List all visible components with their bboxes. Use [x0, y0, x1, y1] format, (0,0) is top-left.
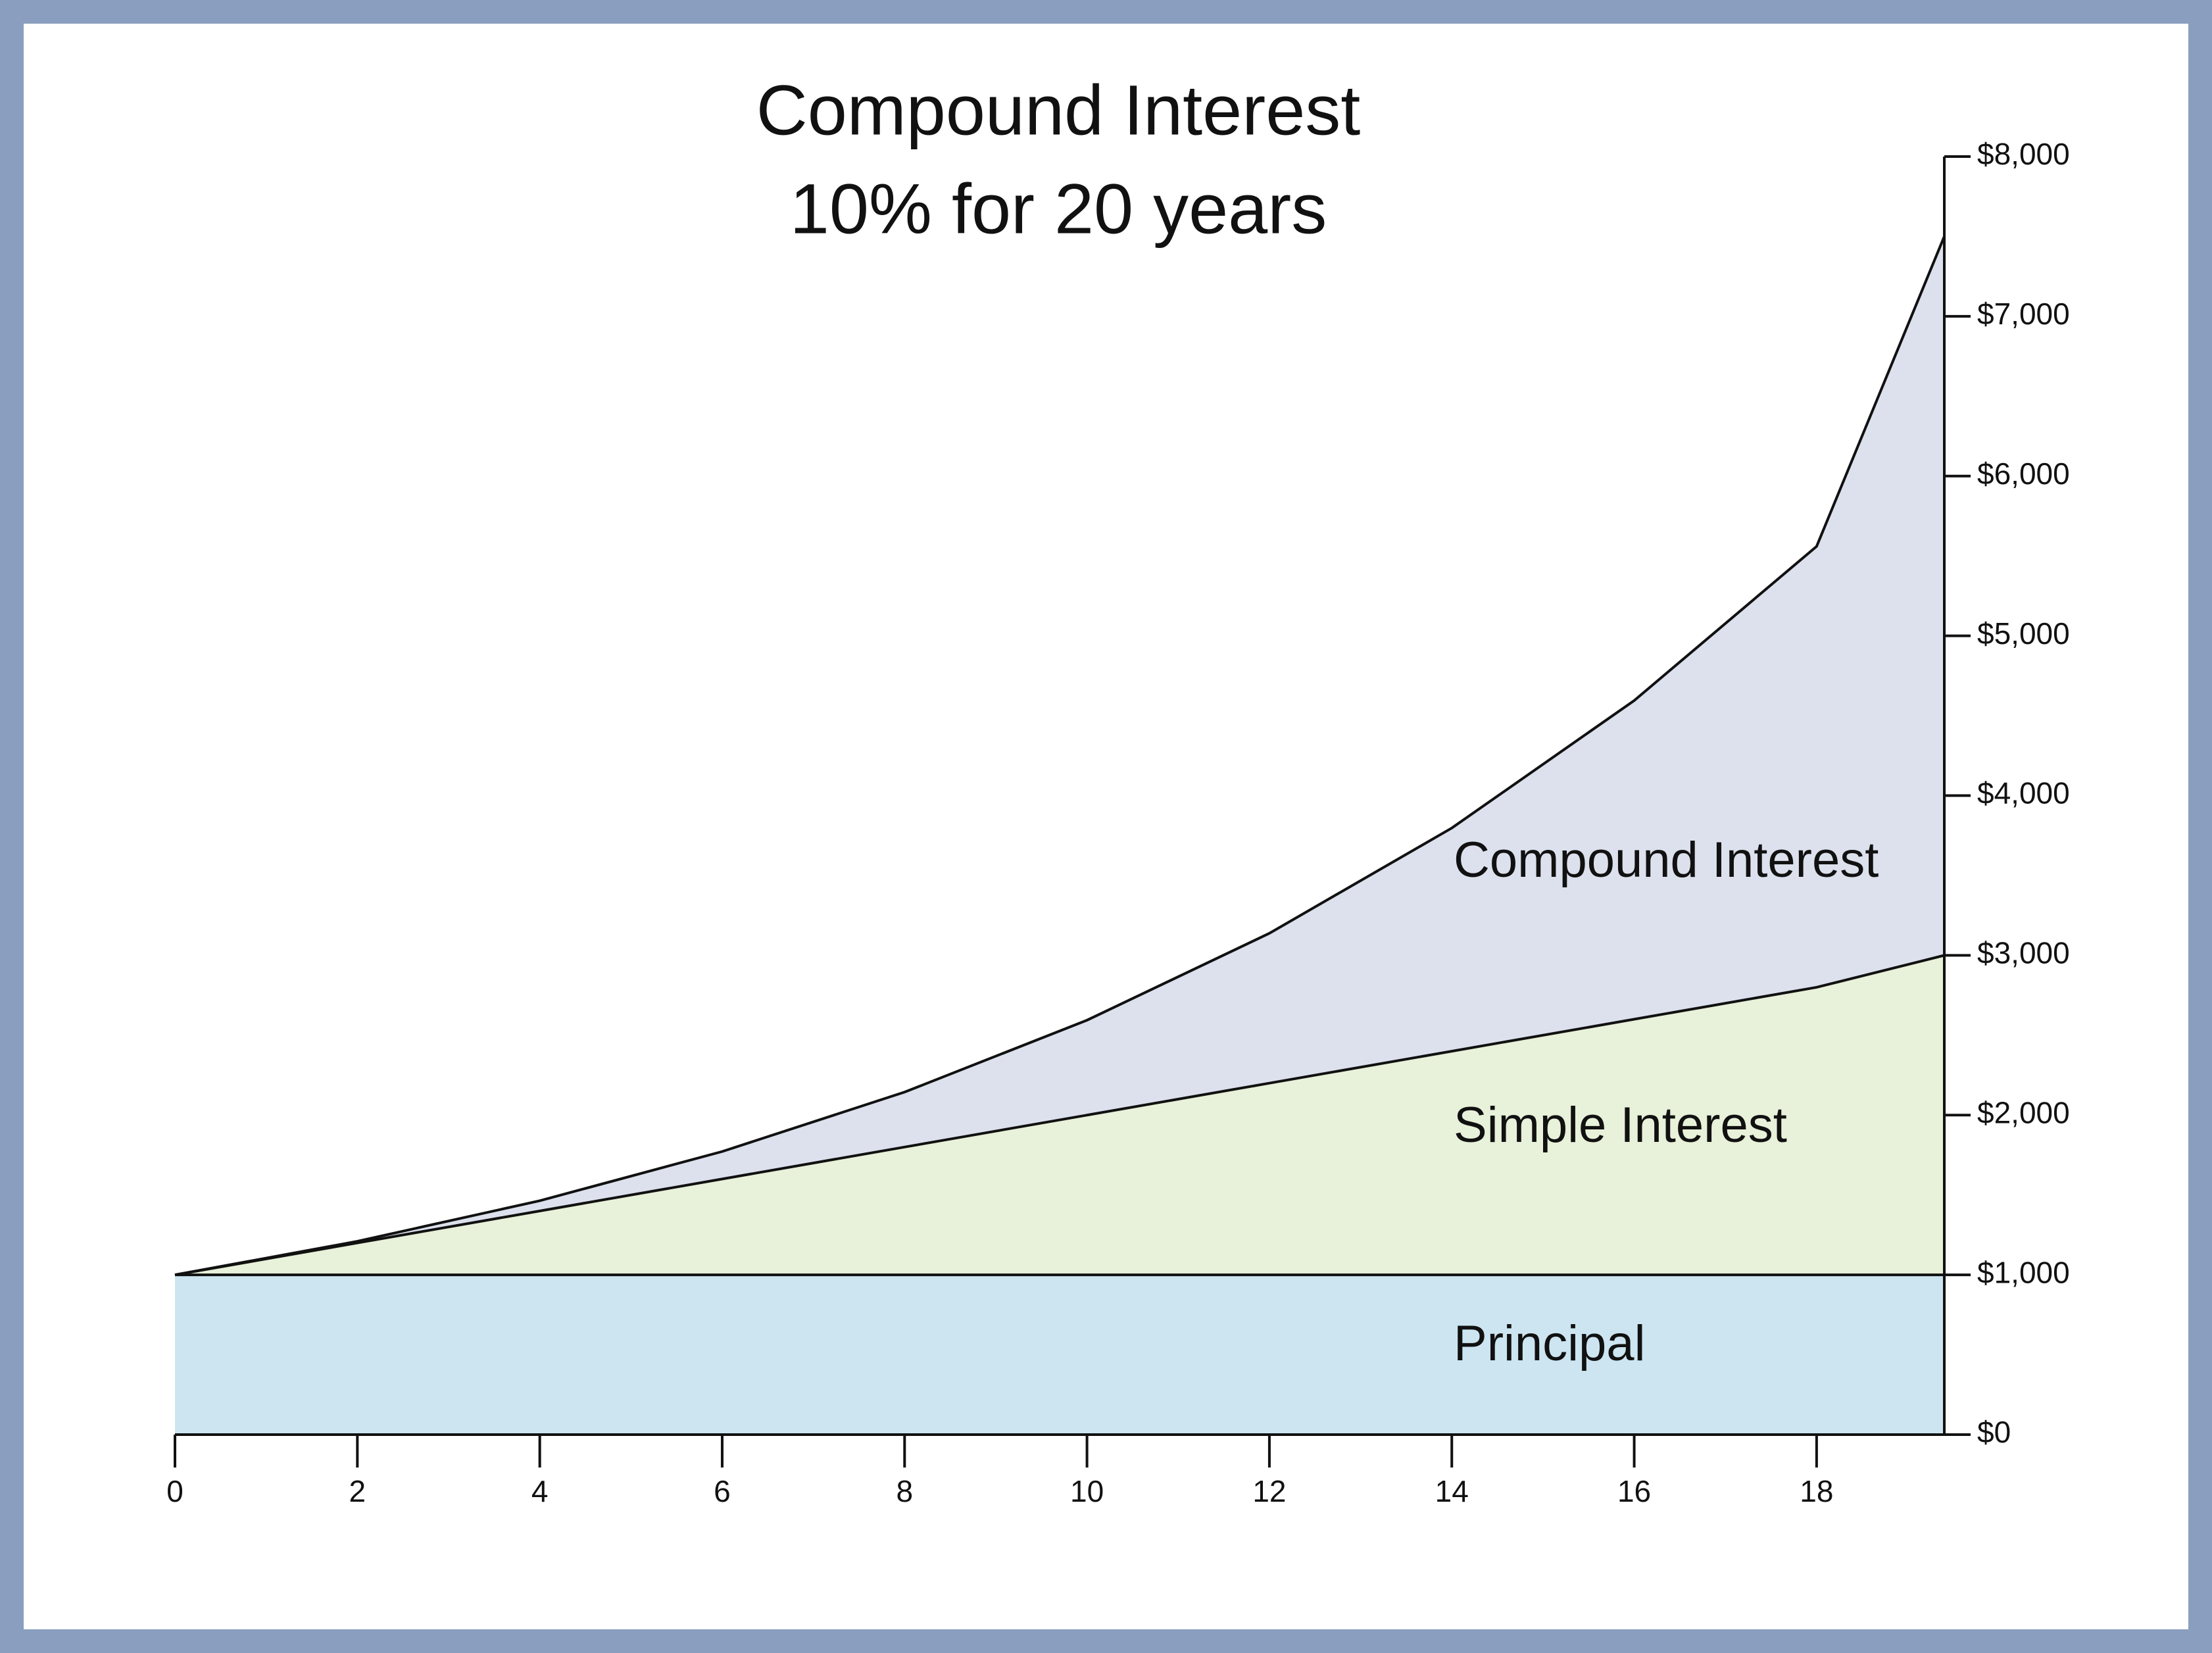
y-tick-label: $1,000 [1977, 1255, 2070, 1289]
x-tick-label: 10 [1070, 1474, 1104, 1508]
area-fill [175, 955, 1944, 1275]
x-tick-label: 14 [1435, 1474, 1469, 1508]
series-line [174, 235, 1946, 1277]
x-tick-label: 16 [1617, 1474, 1651, 1508]
x-tick-label: 18 [1800, 1474, 1833, 1508]
area-fill [175, 236, 1944, 1275]
y-tick-label: $6,000 [1977, 456, 2070, 491]
x-tick-label: 2 [349, 1474, 366, 1508]
y-tick-label: $7,000 [1977, 297, 2070, 331]
y-tick-label: $8,000 [1977, 137, 2070, 171]
y-tick-label: $2,000 [1977, 1095, 2070, 1129]
x-tick-label: 12 [1252, 1474, 1286, 1508]
x-tick-label: 4 [531, 1474, 549, 1508]
area-label: Principal [1454, 1316, 1645, 1371]
y-tick-label: $0 [1977, 1415, 2011, 1449]
chart-title: Compound Interest [756, 70, 1361, 150]
y-tick-label: $3,000 [1977, 936, 2070, 970]
x-tick-label: 8 [896, 1474, 913, 1508]
y-tick-label: $5,000 [1977, 616, 2070, 651]
area-label: Compound Interest [1454, 832, 1879, 888]
area-label: Simple Interest [1454, 1097, 1787, 1153]
y-tick-label: $4,000 [1977, 776, 2070, 810]
series-line [174, 954, 1945, 1277]
x-tick-label: 0 [166, 1474, 184, 1508]
chart-subtitle: 10% for 20 years [790, 169, 1327, 249]
area-fill [175, 1275, 1944, 1435]
x-tick-label: 6 [714, 1474, 731, 1508]
